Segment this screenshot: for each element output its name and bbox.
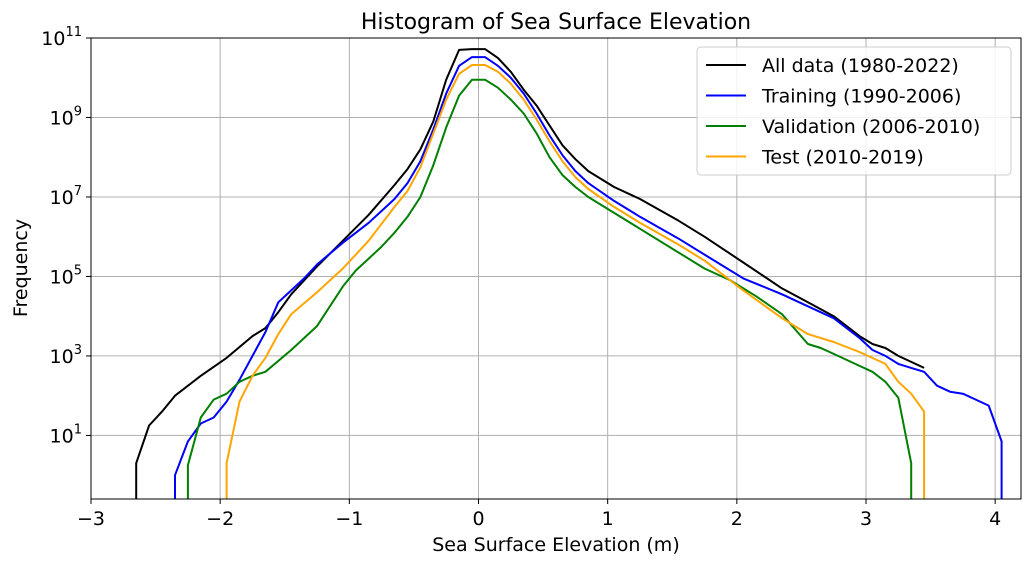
y-tick-label: 1011 (41, 25, 82, 50)
x-tick-label: −2 (206, 508, 234, 530)
legend-label-2: Training (1990-2006) (761, 86, 961, 108)
x-tick-label: 3 (860, 508, 872, 530)
plot-frame (90, 37, 1022, 500)
y-tick-label: 109 (50, 104, 82, 129)
y-tick-label-base: 10 (50, 266, 74, 288)
x-tick-label: 0 (472, 508, 484, 530)
chart-title: Histogram of Sea Surface Elevation (361, 10, 751, 35)
x-tick-label: 4 (989, 508, 1001, 530)
y-tick-label-exponent: 3 (74, 343, 82, 358)
series-line-1 (135, 48, 925, 499)
y-tick-label: 103 (50, 343, 82, 368)
legend-label-4: Test (2010-2019) (761, 147, 924, 169)
y-tick-label-exponent: 11 (65, 25, 82, 40)
y-tick-label: 105 (50, 263, 82, 288)
y-tick-label-base: 10 (50, 425, 74, 447)
legend-label-3: Validation (2006-2010) (762, 116, 980, 138)
y-tick-label-exponent: 1 (74, 422, 82, 437)
legend-box (696, 46, 1012, 176)
series-line-4 (225, 64, 926, 499)
y-tick-label-exponent: 5 (74, 263, 82, 278)
series-line-2 (174, 56, 1003, 499)
y-tick-label-base: 10 (50, 187, 74, 209)
legend: All data (1980-2022) Training (1990-2006)… (696, 46, 1012, 176)
y-tick-label: 107 (50, 184, 82, 209)
x-tick-label: 1 (602, 508, 614, 530)
x-axis-label: Sea Surface Elevation (m) (432, 534, 679, 556)
y-tick-label-exponent: 7 (74, 184, 82, 199)
y-axis-label: Frequency (10, 219, 32, 317)
y-tick-label-base: 10 (50, 107, 74, 129)
x-tick-label: 2 (731, 508, 743, 530)
y-tick-label-exponent: 9 (74, 104, 82, 119)
y-tick-label-base: 10 (41, 28, 65, 50)
x-tick-label: −3 (77, 508, 105, 530)
y-tick-label: 101 (50, 422, 82, 447)
y-tick-label-base: 10 (50, 346, 74, 368)
legend-label-1: All data (1980-2022) (762, 55, 959, 77)
x-tick-label: −1 (335, 508, 363, 530)
series-line-3 (186, 78, 913, 499)
plot-series (135, 48, 1003, 499)
